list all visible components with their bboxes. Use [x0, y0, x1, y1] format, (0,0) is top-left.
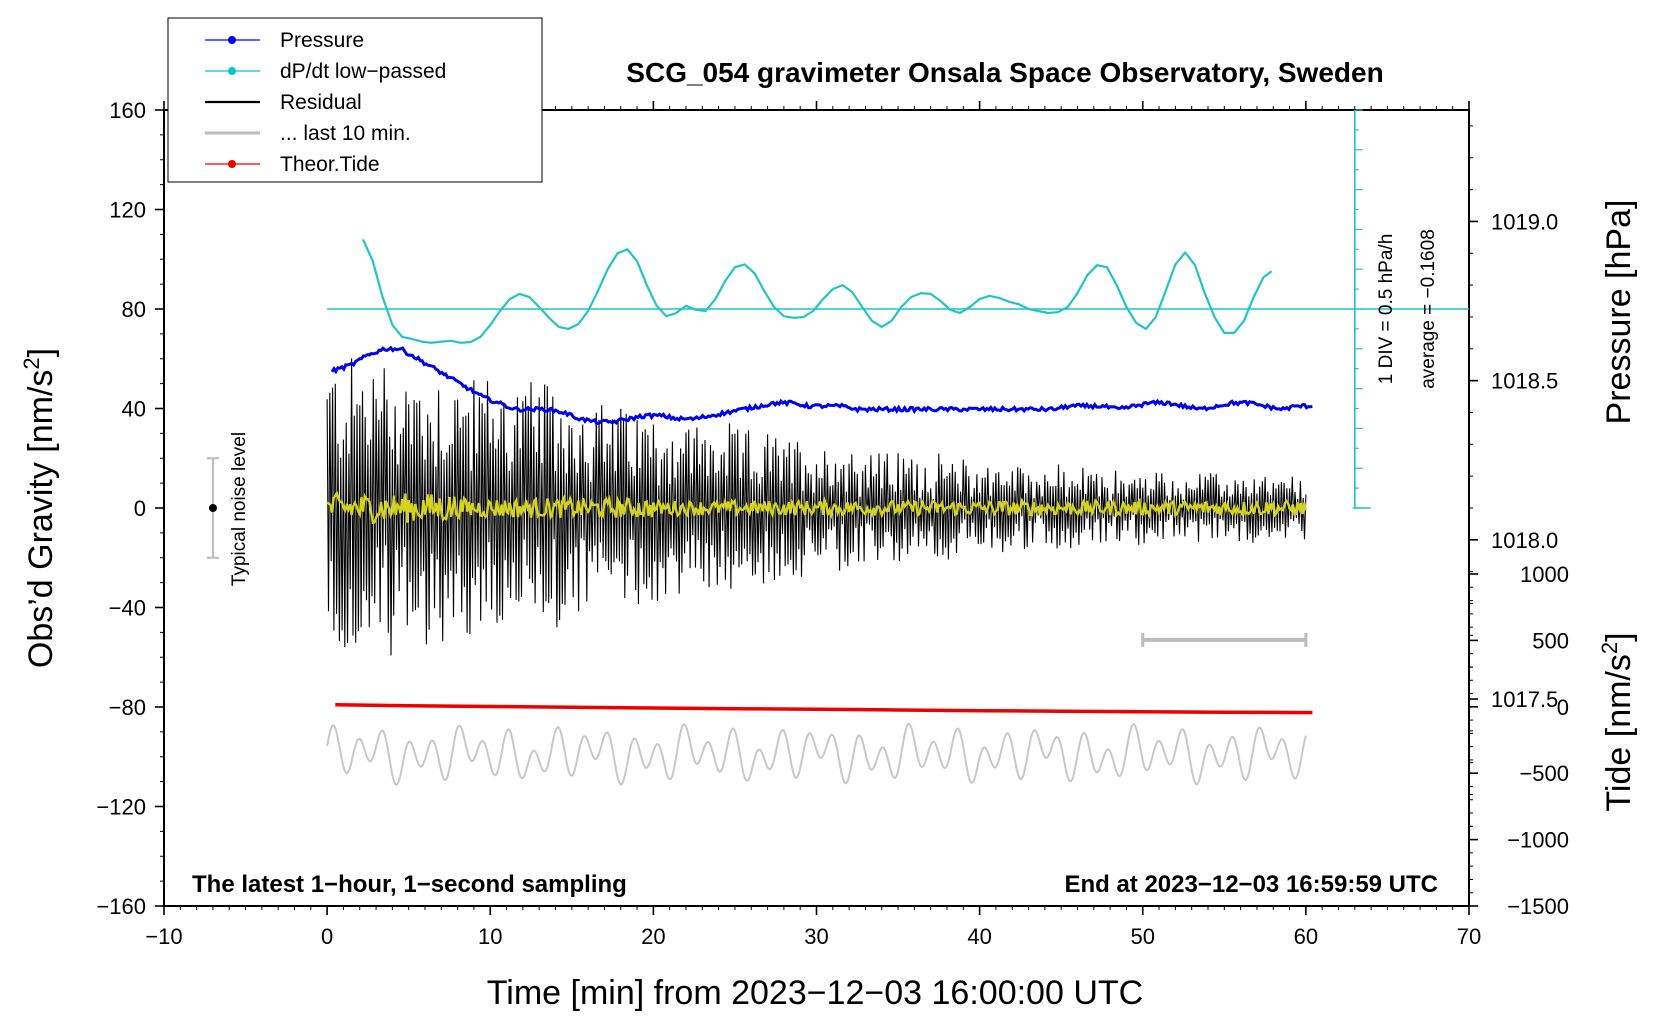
y-tick-label: −40	[109, 596, 146, 621]
legend-label: Pressure	[280, 29, 364, 52]
dpdt-average-label: average = −0.1608	[1418, 229, 1439, 389]
x-tick-label: 60	[1294, 924, 1318, 949]
tide-title-close: ]	[1600, 632, 1638, 641]
noise-level-bar	[206, 457, 219, 559]
pressure-line	[330, 345, 1313, 426]
smoothed-residual-line	[326, 490, 1308, 525]
x-tick-label: −10	[145, 924, 182, 949]
x-tick-label: 20	[641, 924, 665, 949]
residual-series	[326, 358, 1307, 656]
y-tick-label: −160	[96, 894, 146, 919]
tide-axis-ticks: 1000 500 0 −500 −1000 −1500	[1469, 562, 1569, 919]
y-left-title-close: ]	[22, 348, 60, 357]
x-tick-label: 50	[1131, 924, 1155, 949]
last-10-min-series	[326, 722, 1307, 786]
pressure-tick-label: 1017.5	[1491, 687, 1558, 712]
chart-title: SCG_054 gravimeter Onsala Space Observat…	[626, 57, 1383, 88]
tide-tick-label: −1500	[1507, 894, 1569, 919]
dpdt-div-label: 1 DIV = 0.5 hPa/h	[1376, 234, 1397, 385]
residual-line	[326, 358, 1307, 656]
tide-tick-label: 0	[1557, 695, 1569, 720]
tide-axis-title: Tide [nm/s2]	[1597, 632, 1638, 811]
tide-tick-label: −1000	[1507, 828, 1569, 853]
y-tick-label: 80	[122, 297, 146, 322]
tide-tick-label: −500	[1519, 761, 1569, 786]
footer-right-annotation: End at 2023−12−03 16:59:59 UTC	[1064, 871, 1438, 898]
y-tick-label: 0	[134, 496, 146, 521]
tide-title-superscript: 2	[1597, 642, 1622, 654]
pressure-axis-ticks: 1019.0 1018.5 1018.0 1017.5	[1469, 125, 1558, 827]
legend: Pressure dP/dt low−passed Residual ... last…	[167, 17, 543, 183]
x-tick-label: 10	[478, 924, 502, 949]
y-tick-label: −80	[109, 695, 146, 720]
tide-line	[335, 703, 1313, 715]
y-tick-label: −120	[96, 795, 146, 820]
legend-marker	[228, 36, 236, 44]
tide-tick-label: 1000	[1520, 562, 1569, 587]
x-tick-label: 40	[967, 924, 991, 949]
pressure-series	[330, 345, 1313, 426]
tide-tick-label: 500	[1532, 628, 1569, 653]
last-10-min-line	[326, 722, 1307, 786]
tide-series	[335, 703, 1313, 715]
legend-label: Residual	[280, 91, 362, 114]
dpdt-line	[361, 238, 1273, 344]
pressure-tick-label: 1018.0	[1491, 528, 1558, 553]
x-axis-title: Time [min] from 2023−12−03 16:00:00 UTC	[487, 974, 1143, 1012]
y-tick-label: 120	[109, 198, 146, 223]
dpdt-scale-axis	[1352, 109, 1371, 509]
x-tick-label: 70	[1457, 924, 1481, 949]
legend-marker	[228, 67, 236, 75]
dpdt-series	[327, 238, 1469, 344]
x-tick-label: 30	[804, 924, 828, 949]
legend-box	[167, 17, 543, 183]
y-axis-left-title: Obs’d Gravity [nm/s2]	[19, 348, 60, 668]
x-tick-label: 0	[321, 924, 333, 949]
legend-label: ... last 10 min.	[280, 122, 411, 145]
legend-marker	[228, 160, 236, 168]
pressure-tick-label: 1018.5	[1491, 369, 1558, 394]
smoothed-residual-series	[326, 490, 1308, 525]
noise-bar-center-dot	[208, 504, 217, 512]
legend-label: dP/dt low−passed	[280, 60, 446, 83]
last-10-min-range-bar	[1141, 632, 1308, 647]
pressure-axis-title: Pressure [hPa]	[1600, 200, 1638, 425]
y-tick-label: 40	[122, 397, 146, 422]
legend-label: Theor.Tide	[280, 153, 380, 176]
footer-left-annotation: The latest 1−hour, 1−second sampling	[192, 871, 627, 898]
y-axis-left-ticks: 160 120 80 40 0 −40 −80 −120 −160	[96, 98, 164, 919]
y-left-title-superscript: 2	[19, 357, 44, 369]
noise-level-label: Typical noise level	[229, 432, 250, 586]
y-tick-label: 160	[109, 98, 146, 123]
pressure-tick-label: 1019.0	[1491, 209, 1558, 234]
x-axis-ticks: −10 0 10 20 30 40 50 60 70	[145, 101, 1481, 949]
